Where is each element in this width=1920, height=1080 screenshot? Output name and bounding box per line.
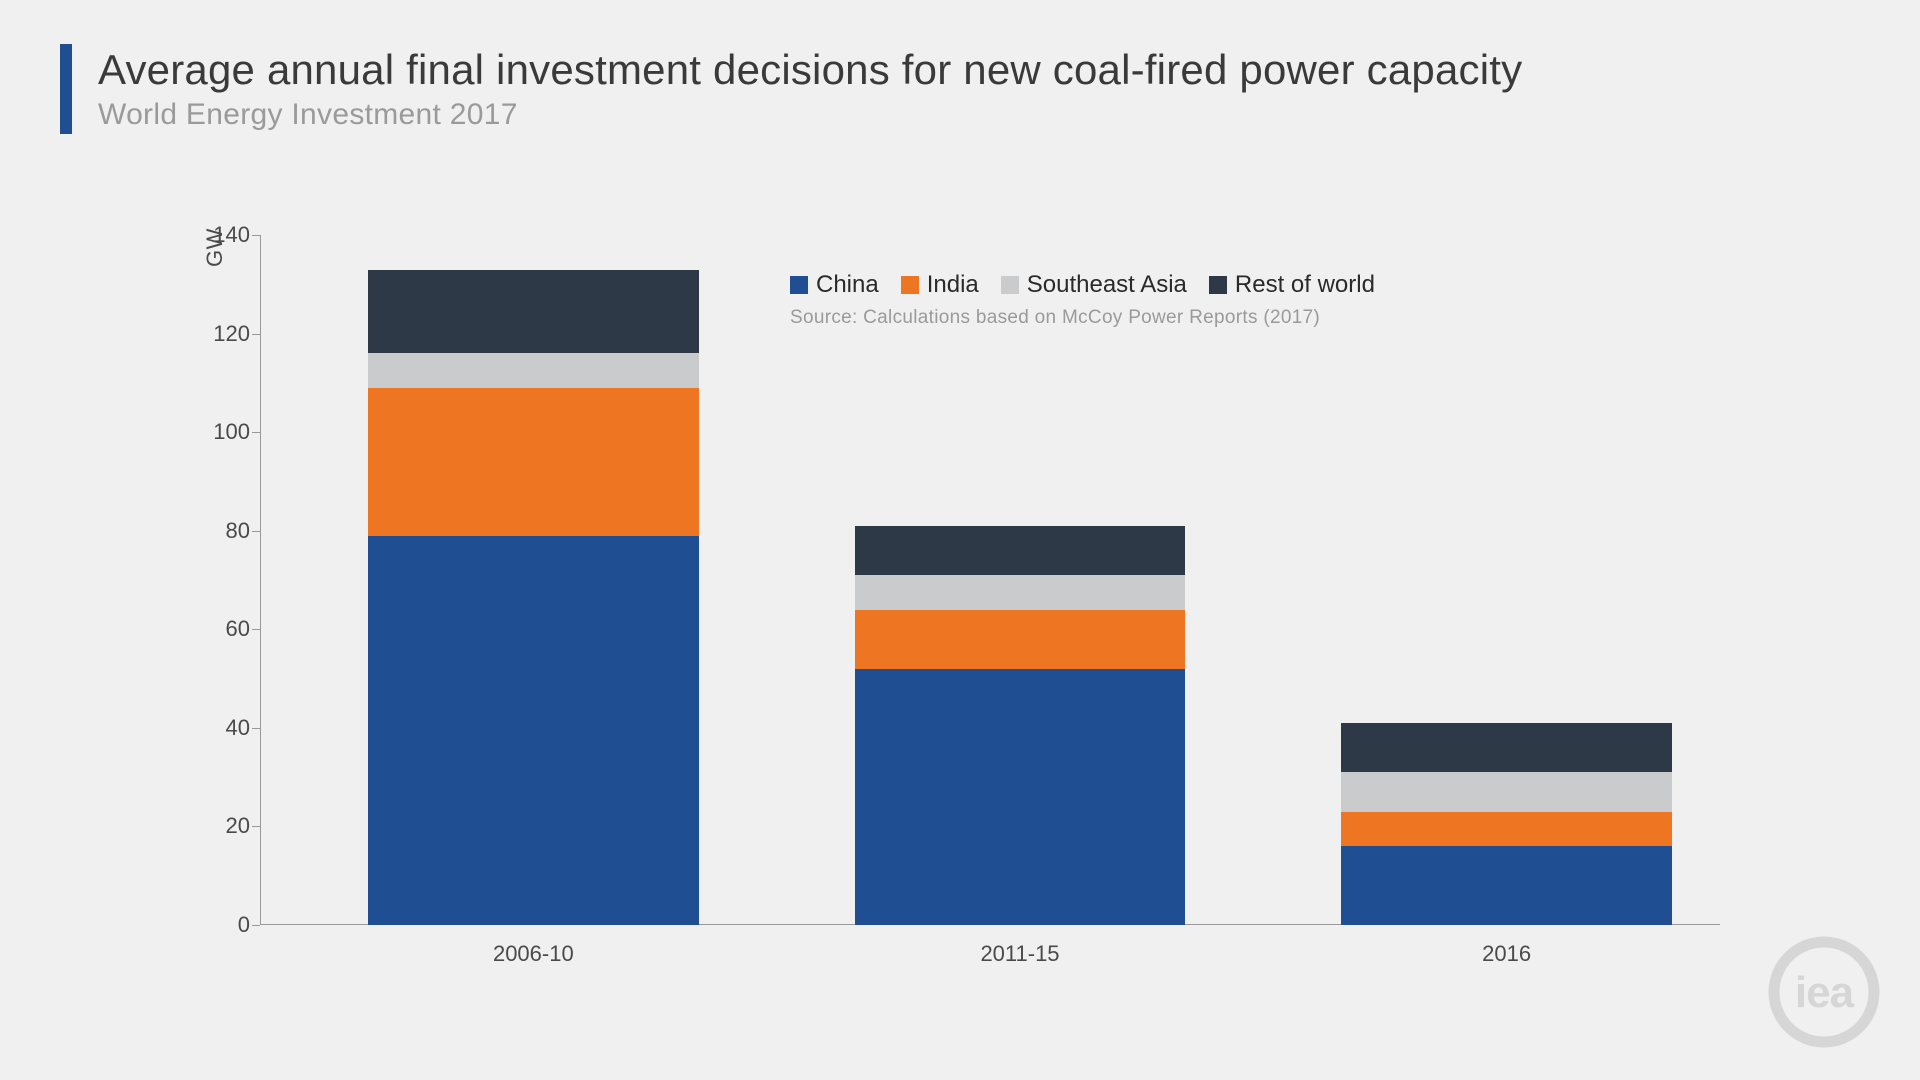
y-axis-line <box>260 235 261 925</box>
y-tick-label: 100 <box>190 419 250 445</box>
bar-segment <box>1341 812 1672 847</box>
legend-label: China <box>816 271 879 299</box>
legend-item: Southeast Asia <box>1001 271 1187 299</box>
bar-segment <box>368 388 699 536</box>
bar-segment <box>1341 723 1672 772</box>
legend-label: Rest of world <box>1235 271 1375 299</box>
legend-item: China <box>790 271 879 299</box>
y-tick-mark <box>252 826 260 827</box>
header: Average annual final investment decision… <box>60 44 1860 134</box>
y-tick-mark <box>252 925 260 926</box>
titles: Average annual final investment decision… <box>98 44 1522 132</box>
bar-segment <box>855 575 1186 610</box>
x-tick-label: 2011-15 <box>855 941 1185 967</box>
legend-label: India <box>927 271 979 299</box>
x-tick-label: 2016 <box>1342 941 1672 967</box>
legend-item: India <box>901 271 979 299</box>
y-tick-mark <box>252 334 260 335</box>
y-tick-label: 0 <box>190 912 250 938</box>
y-tick-mark <box>252 728 260 729</box>
x-tick-label: 2006-10 <box>368 941 698 967</box>
legend: China India Southeast Asia Rest of world <box>790 271 1375 299</box>
source-text: Source: Calculations based on McCoy Powe… <box>790 307 1320 329</box>
legend-swatch <box>1001 276 1019 294</box>
accent-bar <box>60 44 72 134</box>
iea-logo: iea <box>1764 932 1884 1052</box>
chart-title: Average annual final investment decision… <box>98 46 1522 94</box>
y-tick-label: 60 <box>190 616 250 642</box>
bar-segment <box>855 526 1186 575</box>
y-tick-label: 20 <box>190 813 250 839</box>
y-tick-label: 40 <box>190 715 250 741</box>
bar-segment <box>368 270 699 354</box>
legend-swatch <box>901 276 919 294</box>
legend-swatch <box>790 276 808 294</box>
legend-label: Southeast Asia <box>1027 271 1187 299</box>
bar-segment <box>855 610 1186 669</box>
chart: GW ChinaIndiaSoutheast AsiaRest of world… <box>150 215 1770 995</box>
y-tick-mark <box>252 629 260 630</box>
bar-segment <box>368 536 699 925</box>
bar-segment <box>1341 846 1672 925</box>
y-tick-label: 120 <box>190 321 250 347</box>
chart-subtitle: World Energy Investment 2017 <box>98 98 1522 132</box>
y-tick-mark <box>252 235 260 236</box>
y-tick-mark <box>252 531 260 532</box>
legend-swatch <box>1209 276 1227 294</box>
bar-segment <box>368 353 699 388</box>
bar-segment <box>1341 772 1672 811</box>
plot-area: China India Southeast Asia Rest of world So… <box>260 235 1720 925</box>
svg-text:iea: iea <box>1795 968 1855 1017</box>
bar-segment <box>855 669 1186 925</box>
y-tick-mark <box>252 432 260 433</box>
y-tick-label: 140 <box>190 222 250 248</box>
legend-item: Rest of world <box>1209 271 1375 299</box>
y-tick-label: 80 <box>190 518 250 544</box>
